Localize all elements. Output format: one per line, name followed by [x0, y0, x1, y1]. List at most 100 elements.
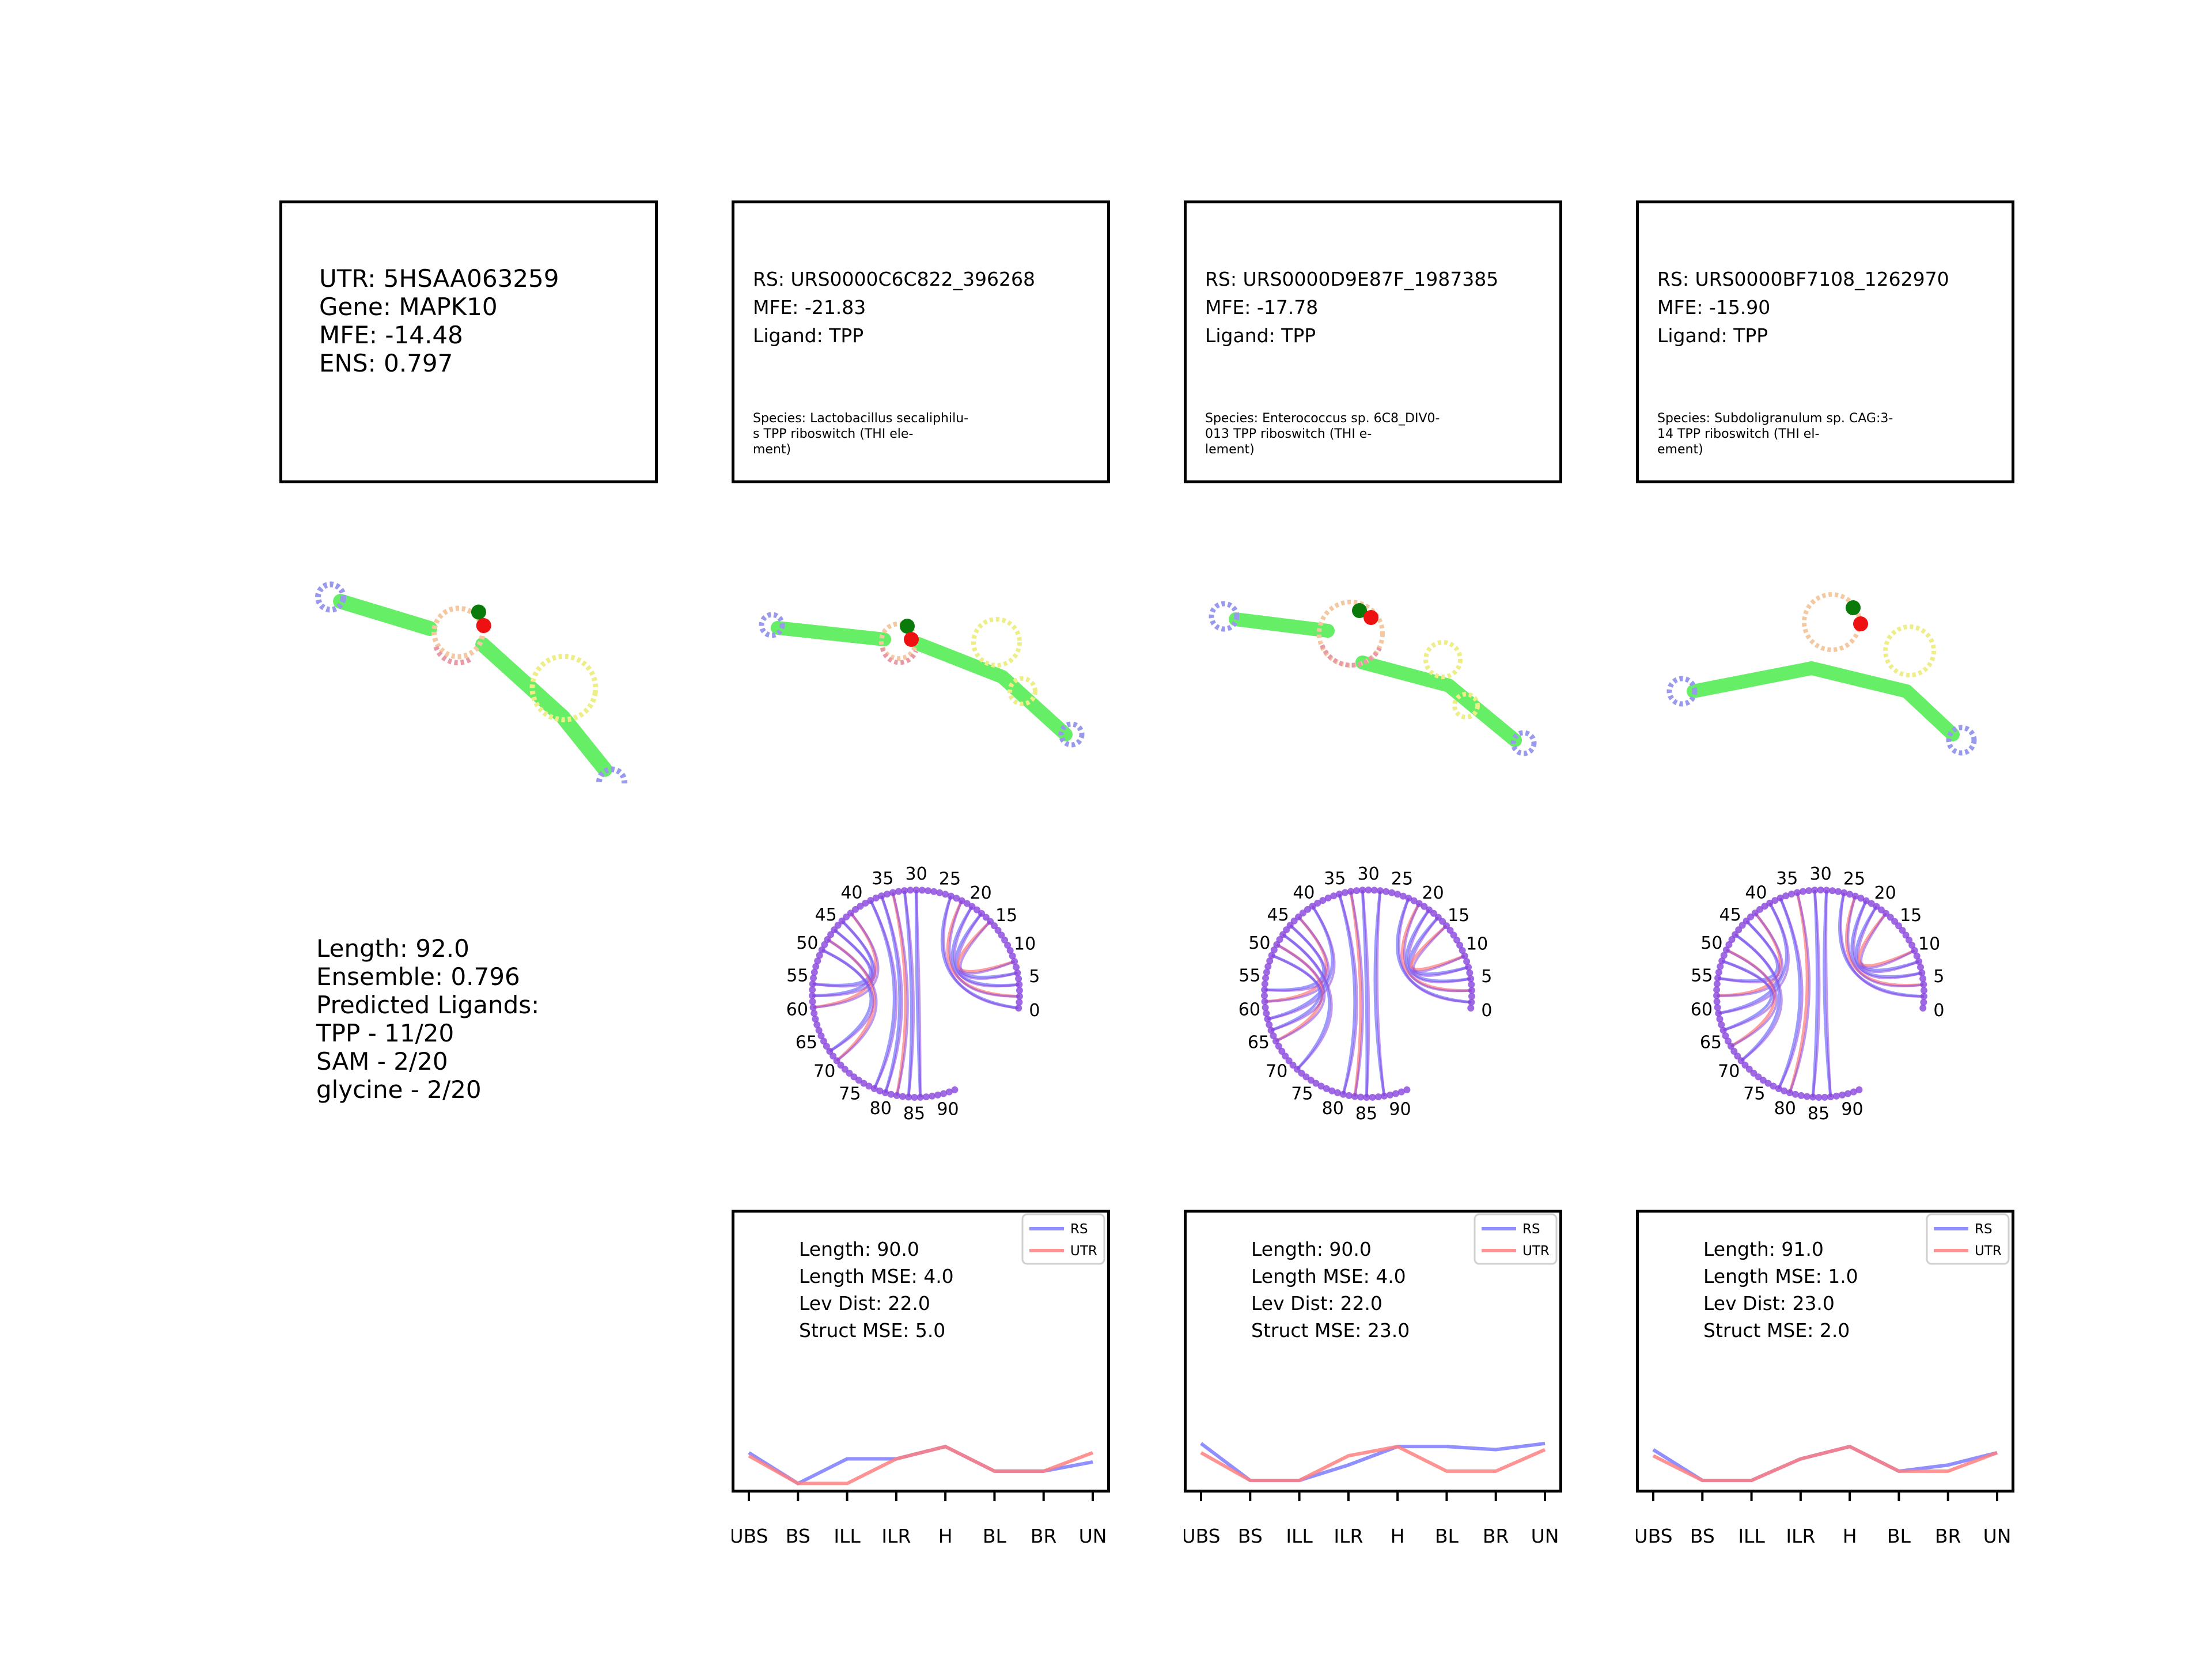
nucleotide-dot [1756, 906, 1763, 913]
nucleotide-dot [812, 1016, 819, 1023]
pair-arc [1734, 933, 1783, 1062]
nucleotide-dot [1330, 892, 1338, 900]
nucleotide-dot [1376, 887, 1384, 895]
nucleotide-dot [809, 1003, 817, 1011]
nucleotide-dot [1891, 918, 1899, 925]
rs-species-line: 013 TPP riboswitch (THI e- [1205, 427, 1372, 441]
pair-arc [915, 889, 922, 1097]
nucleotide-dot [1013, 963, 1020, 971]
arc-tick-label: 10 [1466, 934, 1488, 954]
arc-tick-label: 25 [939, 869, 961, 889]
nucleotide-dot [1456, 941, 1464, 949]
pair-arc [1725, 949, 1778, 1048]
rs-ligand-text: Ligand: TPP [1205, 324, 1316, 347]
nucleotide-dot [1917, 963, 1925, 971]
nucleotide-dot [1262, 974, 1270, 982]
arc-tick-label: 10 [1014, 934, 1036, 954]
nucleotide-dot [1823, 887, 1830, 894]
hairpin-loop [596, 766, 628, 783]
nucleotide-dot [809, 992, 816, 999]
rs-species-line: s TPP riboswitch (THI ele- [753, 427, 914, 441]
nucleotide-dot [1275, 1043, 1282, 1050]
nucleotide-dot [1453, 936, 1461, 944]
pair-arc [1412, 925, 1465, 973]
nucleotide-dot [1450, 931, 1457, 939]
nucleotide-dot [1868, 900, 1875, 907]
arc-tick-label: 20 [970, 883, 992, 903]
summary-ligands-heading: Predicted Ligands: [316, 991, 540, 1019]
multi-loop [1423, 640, 1463, 679]
nucleotide-dot [1415, 900, 1423, 907]
nucleotide-dot [1467, 975, 1475, 983]
nucleotide-dot [1750, 1069, 1758, 1077]
nucleotide-dot [1906, 936, 1913, 944]
arc-tick-label: 55 [1238, 966, 1260, 986]
x-tick-label: ILL [1738, 1525, 1765, 1547]
nucleotide-dot [951, 1086, 959, 1093]
nucleotide-dot [1468, 993, 1475, 1000]
nucleotide-dot [1919, 975, 1927, 983]
nucleotide-dot [1001, 936, 1009, 944]
nucleotide-dot [1283, 926, 1290, 934]
nucleotide-dot [851, 906, 859, 913]
rs-species-line: ement) [1657, 442, 1703, 457]
nucleotide-dot [1717, 963, 1724, 970]
stat-lev-dist: Lev Dist: 23.0 [1703, 1292, 1835, 1315]
stat-struct-mse: Struct MSE: 23.0 [1251, 1319, 1410, 1342]
nucleotide-dot [1309, 903, 1316, 910]
nucleotide-dot [816, 952, 823, 959]
start-marker [1846, 600, 1861, 615]
arc-tick-label: 55 [1691, 966, 1713, 986]
nucleotide-dot [1434, 914, 1442, 921]
comparison-chart-3: Length: 91.0 Length MSE: 1.0 Lev Dist: 2… [1636, 1210, 2014, 1493]
stat-struct-mse: Struct MSE: 5.0 [799, 1319, 946, 1342]
stem-segment [1687, 661, 1819, 698]
rs-mfe-text: MFE: -17.78 [1205, 296, 1319, 319]
summary-ligand-glycine: glycine - 2/20 [316, 1075, 482, 1104]
arc-tick-label: 70 [1266, 1061, 1287, 1081]
nucleotide-dot [1737, 1057, 1745, 1065]
nucleotide-dot [1357, 1093, 1365, 1101]
nucleotide-dot [1741, 1061, 1749, 1069]
nucleotide-dot [1317, 1082, 1325, 1090]
nucleotide-dot [1915, 958, 1923, 965]
nucleotide-dot [963, 900, 971, 907]
multi-loop [1883, 624, 1936, 677]
utr-id-text: UTR: 5HSAA063259 [319, 264, 559, 293]
nucleotide-dot [1323, 1085, 1330, 1092]
rs-mfe-text: MFE: -15.90 [1657, 296, 1771, 319]
end-marker [904, 632, 919, 647]
summary-ensemble: Ensemble: 0.796 [316, 963, 520, 991]
nucleotide-dot [1461, 952, 1468, 960]
multi-loop [1007, 676, 1037, 706]
nucleotide-dot [1430, 910, 1438, 917]
nucleotide-dot [1908, 941, 1916, 949]
nucleotide-dot [1850, 1088, 1857, 1096]
nucleotide-dot [1363, 1093, 1370, 1101]
nucleotide-dot [1261, 992, 1268, 999]
nucleotide-dot [1793, 889, 1801, 896]
nucleotide-dot [1278, 1047, 1286, 1055]
x-tick-label: H [938, 1525, 953, 1547]
utr-gene-text: Gene: MAPK10 [319, 293, 498, 321]
multi-loop [1452, 692, 1480, 719]
nucleotide-dot [1839, 1091, 1846, 1099]
nucleotide-dot [901, 887, 908, 895]
rs2-structure [1209, 600, 1537, 756]
nucleotide-dot [870, 1085, 878, 1092]
arc-tick-label: 5 [1933, 967, 1944, 987]
nucleotide-dot [1270, 946, 1278, 954]
nucleotide-dot [847, 910, 854, 917]
nucleotide-dot [826, 1047, 834, 1055]
series-line-utr [748, 1444, 1094, 1486]
nucleotide-dot [1425, 906, 1433, 914]
nucleotide-dot [893, 1092, 900, 1099]
nucleotide-dot [813, 1021, 821, 1028]
arc-tick-label: 15 [1448, 906, 1469, 926]
nucleotide-dot [998, 931, 1005, 939]
nucleotide-dot [1715, 968, 1722, 976]
nucleotide-dot [867, 897, 874, 904]
nucleotide-dot [1862, 897, 1870, 904]
pair-arc [1789, 892, 1811, 1093]
